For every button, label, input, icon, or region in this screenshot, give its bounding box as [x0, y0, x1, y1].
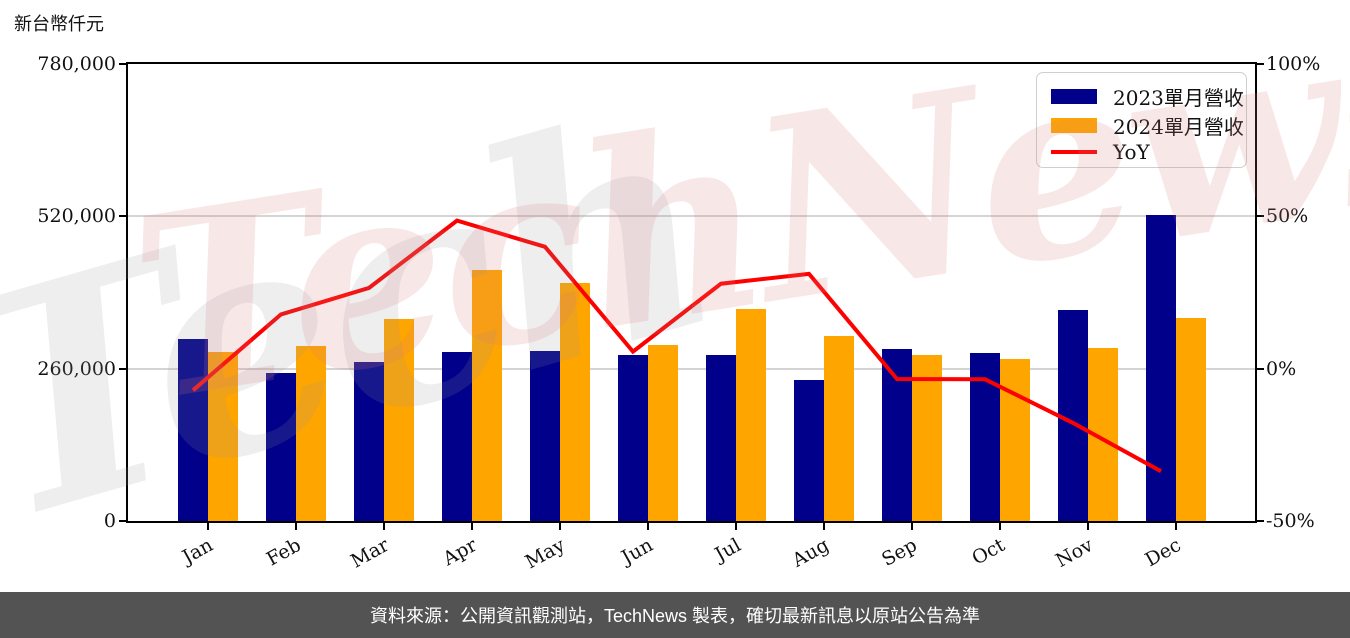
x-tick [1087, 523, 1089, 530]
y-axis-unit-label: 新台幣仟元 [14, 14, 104, 35]
bar-2023單月營收-Jul [706, 355, 736, 521]
gridline [128, 367, 1255, 370]
x-tick [999, 523, 1001, 530]
bar-2023單月營收-Jun [618, 354, 648, 521]
bar-2023單月營收-Jan [178, 338, 208, 521]
y-axis-label-left: 260,000 [37, 357, 116, 380]
source-footer-text: 資料來源：公開資訊觀測站，TechNews 製表，確切最新訊息以原站公告為準 [369, 606, 981, 626]
legend-item-2: YoY [1051, 140, 1234, 164]
x-axis-label-Sep: Sep [878, 534, 921, 571]
yoy-line [191, 218, 1162, 474]
x-axis-label-Mar: Mar [347, 534, 393, 573]
source-footer: 資料來源：公開資訊觀測站，TechNews 製表，確切最新訊息以原站公告為準 [0, 592, 1350, 638]
gridline [128, 215, 1255, 218]
bar-2023單月營收-Feb [266, 372, 296, 521]
y-tick-right [1257, 367, 1264, 370]
legend-bar-swatch [1051, 118, 1097, 133]
legend-line-swatch [1051, 150, 1097, 154]
y-axis-label-left: 780,000 [37, 53, 116, 75]
x-axis-label-Dec: Dec [1141, 534, 1185, 572]
x-axis-label-Jul: Jul [711, 534, 745, 566]
bar-2024單月營收-Feb [296, 346, 326, 521]
y-tick-right [1257, 215, 1264, 218]
x-axis-label-Feb: Feb [262, 534, 305, 571]
bar-2023單月營收-Nov [1058, 310, 1088, 521]
x-axis-label-Nov: Nov [1052, 534, 1097, 573]
bar-2024單月營收-Sep [912, 355, 942, 521]
legend-label: YoY [1113, 140, 1150, 164]
x-axis-label-Jan: Jan [178, 534, 217, 569]
x-tick [383, 523, 385, 530]
x-tick [207, 523, 209, 530]
legend-bar-swatch [1051, 89, 1097, 104]
x-tick [471, 523, 473, 530]
legend-item-1: 2024單月營收 [1051, 111, 1244, 140]
x-tick [735, 523, 737, 530]
y-tick-left [119, 520, 126, 522]
bar-2024單月營收-Dec [1176, 317, 1206, 521]
bar-2023單月營收-Aug [794, 379, 824, 521]
x-axis-label-Aug: Aug [788, 534, 833, 572]
bar-2024單月營收-Aug [824, 335, 854, 521]
x-tick [823, 523, 825, 530]
bar-2024單月營收-Jul [736, 308, 766, 521]
bar-2024單月營收-Apr [472, 270, 502, 521]
y-tick-left [119, 63, 126, 65]
x-axis-label-Oct: Oct [968, 534, 1009, 570]
y-tick-right [1257, 63, 1264, 65]
x-tick [559, 523, 561, 530]
legend-label: 2023單月營收 [1113, 86, 1244, 110]
x-axis-label-Jun: Jun [617, 534, 657, 569]
x-tick [911, 523, 913, 530]
y-axis-label-right: 100% [1266, 53, 1321, 75]
y-axis-label-left: 0 [103, 510, 116, 532]
x-tick [647, 523, 649, 530]
bar-2023單月營收-Mar [354, 361, 384, 521]
y-axis-label-right: -50% [1266, 510, 1315, 532]
y-axis-label-right: 0% [1266, 357, 1297, 380]
legend-label: 2024單月營收 [1113, 115, 1244, 139]
bar-2024單月營收-Mar [384, 319, 414, 521]
plot-area [126, 62, 1257, 523]
bar-2024單月營收-Jan [208, 351, 238, 521]
bar-2023單月營收-May [530, 351, 560, 521]
x-tick [295, 523, 297, 530]
x-tick [1175, 523, 1177, 530]
x-axis-label-May: May [521, 534, 569, 574]
yoy-line-chart [191, 218, 1162, 474]
legend-item-0: 2023單月營收 [1051, 82, 1244, 111]
y-axis-label-left: 520,000 [37, 205, 116, 228]
x-axis-label-Apr: Apr [439, 534, 481, 571]
bar-2024單月營收-Jun [648, 345, 678, 521]
y-axis-label-right: 50% [1266, 205, 1309, 228]
y-tick-left [119, 367, 126, 370]
bar-2023單月營收-Apr [442, 352, 472, 521]
bar-2024單月營收-Oct [1000, 359, 1030, 521]
y-tick-right [1257, 520, 1264, 522]
y-tick-left [119, 215, 126, 218]
bar-2024單月營收-May [560, 283, 590, 521]
legend: 2023單月營收 2024單月營收 YoY [1036, 72, 1247, 168]
